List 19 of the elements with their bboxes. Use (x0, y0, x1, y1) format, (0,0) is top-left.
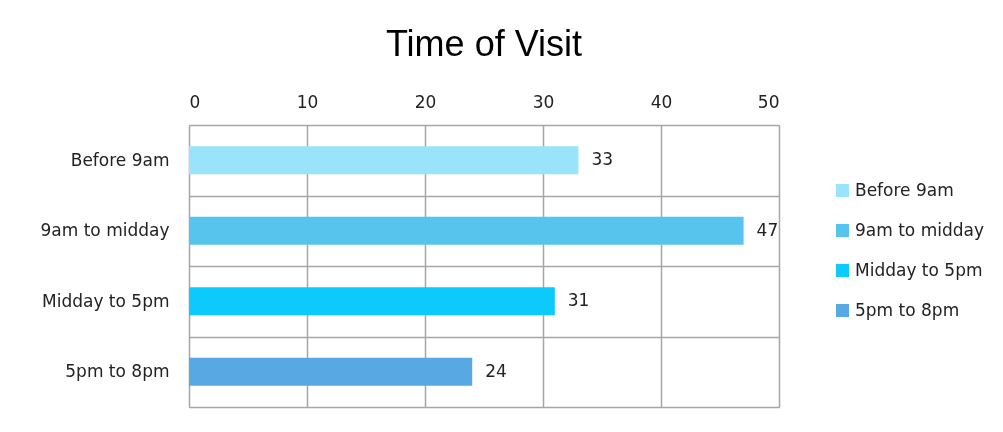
chart-title: Time of Visit (385, 23, 583, 64)
x-tick-label: 50 (757, 91, 780, 112)
y-tick-label: Before 9am (70, 149, 170, 170)
data-label: 24 (485, 360, 507, 381)
legend-label: Midday to 5pm (855, 259, 983, 280)
legend-label: 9am to midday (855, 219, 985, 240)
x-tick-label: 0 (189, 91, 201, 112)
data-label: 33 (591, 149, 614, 170)
y-tick-label: Midday to 5pm (42, 290, 170, 311)
data-label: 31 (567, 290, 590, 311)
x-tick-label: 20 (414, 91, 437, 112)
y-tick-label: 5pm to 8pm (65, 361, 170, 382)
x-tick-label: 40 (650, 91, 673, 112)
y-tick-label: 9am to midday (40, 220, 170, 241)
data-label: 47 (756, 219, 779, 240)
x-tick-label: 30 (532, 91, 555, 112)
x-tick-label: 10 (296, 91, 319, 112)
legend-label: Before 9am (855, 179, 954, 200)
legend-label: 5pm to 8pm (855, 299, 960, 320)
